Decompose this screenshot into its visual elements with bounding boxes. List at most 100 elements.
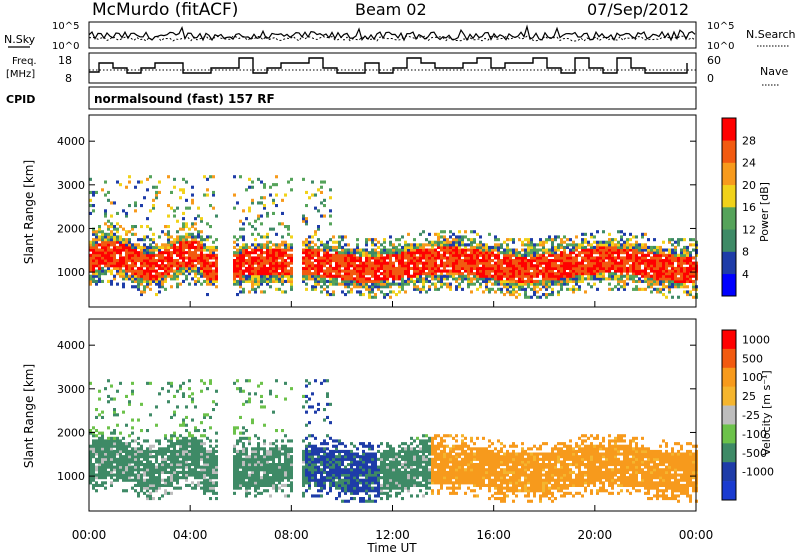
power-cell	[371, 238, 374, 241]
power-cell	[410, 267, 413, 270]
power-cell	[329, 215, 332, 218]
power-cell	[599, 241, 602, 244]
power-cell	[158, 290, 161, 293]
power-cell	[164, 264, 167, 267]
power-cell	[395, 267, 398, 270]
velocity-cell	[101, 432, 104, 435]
power-cell	[677, 283, 680, 286]
power-cell	[671, 267, 674, 270]
power-cell	[212, 262, 215, 265]
power-cell	[179, 283, 182, 286]
power-cell	[674, 254, 677, 257]
power-cell	[212, 270, 215, 273]
power-cell	[524, 283, 527, 286]
power-cell	[212, 283, 215, 286]
power-cell	[137, 243, 140, 246]
velocity-cell	[113, 466, 116, 469]
power-cell	[326, 241, 329, 244]
velocity-cell	[131, 390, 134, 393]
power-cell	[500, 259, 503, 262]
power-cell	[302, 256, 305, 259]
power-cell	[575, 288, 578, 291]
power-cell	[614, 256, 617, 259]
power-cell	[515, 283, 518, 286]
power-cell	[107, 280, 110, 283]
velocity-cell	[359, 442, 362, 445]
velocity-cell	[335, 458, 338, 461]
power-cell	[344, 254, 347, 257]
power-cell	[140, 204, 143, 207]
power-cell	[623, 267, 626, 270]
power-cell	[611, 288, 614, 291]
power-cell	[683, 283, 686, 286]
velocity-cell	[155, 466, 158, 469]
power-cell	[125, 238, 128, 241]
power-cell	[311, 181, 314, 184]
power-cell	[278, 272, 281, 275]
power-cell	[380, 290, 383, 293]
power-cell	[620, 235, 623, 238]
power-cell	[461, 267, 464, 270]
velocity-cell	[254, 471, 257, 474]
power-cell	[689, 243, 692, 246]
power-cell	[422, 267, 425, 270]
power-cell	[323, 283, 326, 286]
velocity-cell	[278, 447, 281, 450]
power-cell	[278, 288, 281, 291]
power-cell	[482, 267, 485, 270]
power-cell	[155, 283, 158, 286]
power-cell	[251, 243, 254, 246]
power-cell	[233, 194, 236, 197]
velocity-cell	[140, 468, 143, 471]
velocity-cell	[215, 471, 218, 474]
power-cell	[416, 243, 419, 246]
power-cell	[419, 254, 422, 257]
power-cell	[143, 235, 146, 238]
power-cell	[491, 275, 494, 278]
velocity-cell	[119, 432, 122, 435]
power-cell	[524, 238, 527, 241]
velocity-cell	[305, 385, 308, 388]
power-cell	[107, 225, 110, 228]
power-cell	[155, 196, 158, 199]
power-cell	[458, 267, 461, 270]
power-cell	[560, 267, 563, 270]
power-cell	[209, 225, 212, 228]
power-cell	[242, 238, 245, 241]
velocity-cell	[239, 487, 242, 490]
power-cell	[572, 267, 575, 270]
power-cell	[395, 254, 398, 257]
power-cell	[104, 233, 107, 236]
power-cell	[206, 246, 209, 249]
velocity-cell	[272, 442, 275, 445]
power-cell	[203, 194, 206, 197]
velocity-cell	[146, 429, 149, 432]
power-cell	[512, 267, 515, 270]
power-cell	[308, 254, 311, 257]
power-cell	[530, 254, 533, 257]
velocity-cell	[95, 439, 98, 442]
velocity-cell	[188, 471, 191, 474]
power-cell	[467, 249, 470, 252]
power-cell	[503, 267, 506, 270]
power-cell	[341, 235, 344, 238]
power-cell	[194, 283, 197, 286]
power-cell	[632, 243, 635, 246]
power-cell	[107, 233, 110, 236]
power-cell	[557, 243, 560, 246]
power-cell	[188, 207, 191, 210]
power-cell	[641, 254, 644, 257]
power-cell	[638, 243, 641, 246]
velocity-cell	[128, 450, 131, 453]
velocity-cell	[341, 487, 344, 490]
power-cell	[125, 230, 128, 233]
power-cell	[317, 267, 320, 270]
velocity-cell	[152, 487, 155, 490]
power-cell	[98, 267, 101, 270]
power-cell	[518, 267, 521, 270]
power-cell	[494, 243, 497, 246]
cpid-value: normalsound (fast) 157 RF	[94, 92, 275, 106]
power-cell	[530, 272, 533, 275]
power-cell	[311, 285, 314, 288]
velocity-cell	[245, 437, 248, 440]
